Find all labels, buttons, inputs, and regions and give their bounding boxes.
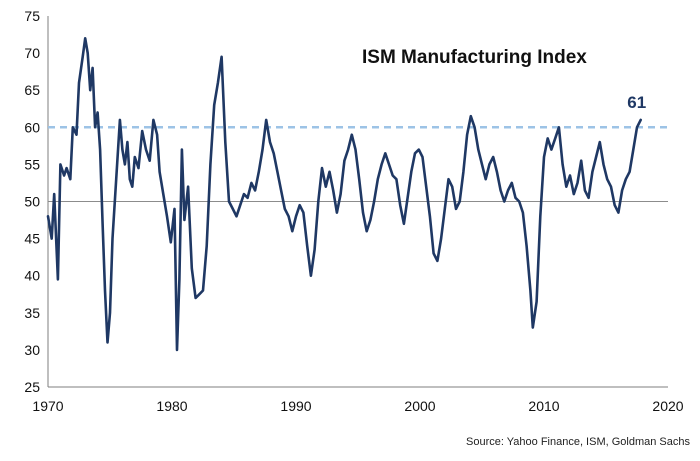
y-tick-label-65: 65 [24,82,40,98]
x-tick-label-2000: 2000 [404,398,435,414]
x-tick-label-1980: 1980 [156,398,187,414]
y-tick-label-40: 40 [24,268,40,284]
y-tick-label-35: 35 [24,305,40,321]
x-tick-label-2010: 2010 [528,398,559,414]
y-tick-label-25: 25 [24,379,40,395]
end-value-label: 61 [627,93,646,112]
y-tick-label-50: 50 [24,194,40,210]
y-tick-label-55: 55 [24,156,40,172]
y-tick-label-60: 60 [24,119,40,135]
y-axis-tick-labels: 25 30 35 40 45 50 55 60 65 70 75 [24,8,40,395]
x-tick-label-1970: 1970 [32,398,63,414]
y-tick-label-30: 30 [24,342,40,358]
y-tick-label-45: 45 [24,231,40,247]
x-tick-label-1990: 1990 [280,398,311,414]
chart-title: ISM Manufacturing Index [362,47,587,68]
reference-lines [48,126,668,202]
source-note: Source: Yahoo Finance, ISM, Goldman Sach… [466,436,690,448]
x-axis-tick-labels: 1970 1980 1990 2000 2010 2020 [32,398,683,414]
y-tick-label-75: 75 [24,8,40,24]
series-line-ism [46,37,642,352]
y-tick-label-70: 70 [24,45,40,61]
x-tick-label-2020: 2020 [652,398,683,414]
